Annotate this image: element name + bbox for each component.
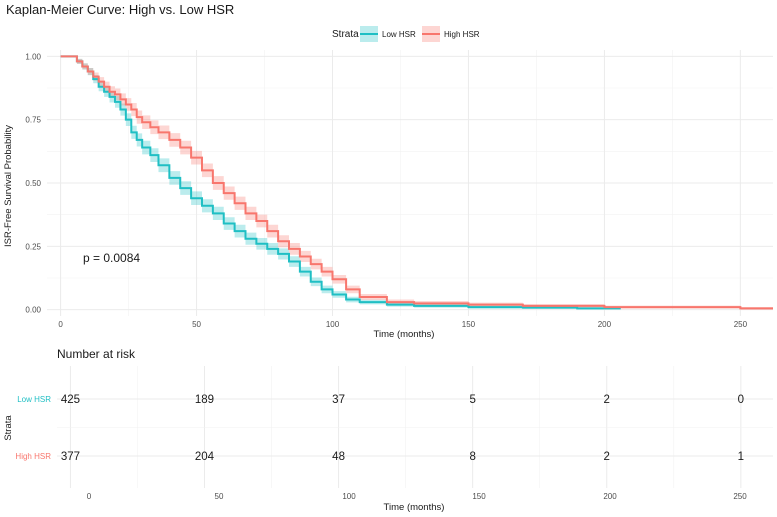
risk-count: 189 bbox=[195, 394, 214, 406]
risk-count: 2 bbox=[604, 394, 610, 406]
legend-key-low-hsr: Low HSR bbox=[360, 26, 416, 42]
km-x-axis-title: Time (months) bbox=[374, 329, 435, 340]
legend-high-hsr-label: High HSR bbox=[444, 30, 480, 39]
km-x-tick-label: 100 bbox=[326, 320, 340, 329]
risk-row-label: High HSR bbox=[15, 452, 51, 461]
km-curve-low-hsr bbox=[60, 55, 621, 310]
risk-row-label: Low HSR bbox=[17, 395, 51, 404]
km-y-tick-label: 0.50 bbox=[25, 179, 41, 188]
risk-count: 48 bbox=[332, 451, 345, 463]
km-confidence-bands bbox=[60, 56, 774, 310]
km-x-tick-label: 50 bbox=[192, 320, 201, 329]
risk-count: 425 bbox=[61, 394, 80, 406]
km-y-tick-label: 1.00 bbox=[25, 52, 41, 61]
legend-title: Strata bbox=[332, 29, 359, 40]
km-x-tick-label: 150 bbox=[462, 320, 476, 329]
risk-count: 5 bbox=[469, 394, 475, 406]
km-y-tick-label: 0.25 bbox=[25, 242, 41, 251]
risk-x-tick-label: 50 bbox=[215, 492, 224, 501]
risk-count: 1 bbox=[738, 451, 744, 463]
risk-x-tick-label: 200 bbox=[603, 492, 617, 501]
legend-low-hsr-label: Low HSR bbox=[382, 30, 416, 39]
km-y-axis-title: ISR-Free Survival Probability bbox=[3, 125, 14, 247]
km-y-tick-label: 0.75 bbox=[25, 116, 41, 125]
risk-count: 2 bbox=[604, 451, 610, 463]
km-curve-high-hsr bbox=[60, 55, 773, 310]
legend-key-high-hsr: High HSR bbox=[422, 26, 480, 42]
risk-count: 204 bbox=[195, 451, 215, 463]
risk-x-axis-title: Time (months) bbox=[384, 502, 445, 513]
legend: Strata Low HSR High HSR bbox=[332, 26, 480, 42]
km-x-tick-label: 250 bbox=[734, 320, 748, 329]
km-y-axis-ticks: 0.00 0.25 0.50 0.75 1.00 bbox=[25, 52, 41, 314]
risk-table-gridlines bbox=[57, 366, 773, 488]
risk-x-tick-label: 150 bbox=[472, 492, 486, 501]
km-x-tick-label: 0 bbox=[58, 320, 63, 329]
km-survival-lines bbox=[60, 55, 773, 310]
risk-x-tick-label: 100 bbox=[342, 492, 356, 501]
km-y-tick-label: 0.00 bbox=[25, 306, 41, 315]
risk-count: 37 bbox=[332, 394, 345, 406]
risk-count: 8 bbox=[469, 451, 475, 463]
chart-title: Kaplan-Meier Curve: High vs. Low HSR bbox=[6, 2, 234, 17]
risk-table-title: Number at risk bbox=[57, 347, 136, 361]
km-ci-band-low-hsr bbox=[60, 56, 621, 310]
km-gridlines bbox=[47, 50, 773, 316]
risk-count: 0 bbox=[738, 394, 744, 406]
risk-x-tick-label: 0 bbox=[87, 492, 92, 501]
risk-x-tick-label: 250 bbox=[733, 492, 747, 501]
risk-y-axis-title: Strata bbox=[3, 415, 14, 441]
p-value-annotation: p = 0.0084 bbox=[83, 251, 140, 265]
risk-count: 377 bbox=[61, 451, 80, 463]
km-x-tick-label: 200 bbox=[598, 320, 612, 329]
risk-table-rows: Low HSR 425 189 37 5 2 0 High HSR 377 204 48 8 2 1 bbox=[15, 394, 744, 463]
km-x-axis-ticks: 0 50 100 150 200 250 bbox=[58, 320, 747, 329]
risk-table-x-ticks: 0 50 100 150 200 250 bbox=[87, 492, 747, 501]
